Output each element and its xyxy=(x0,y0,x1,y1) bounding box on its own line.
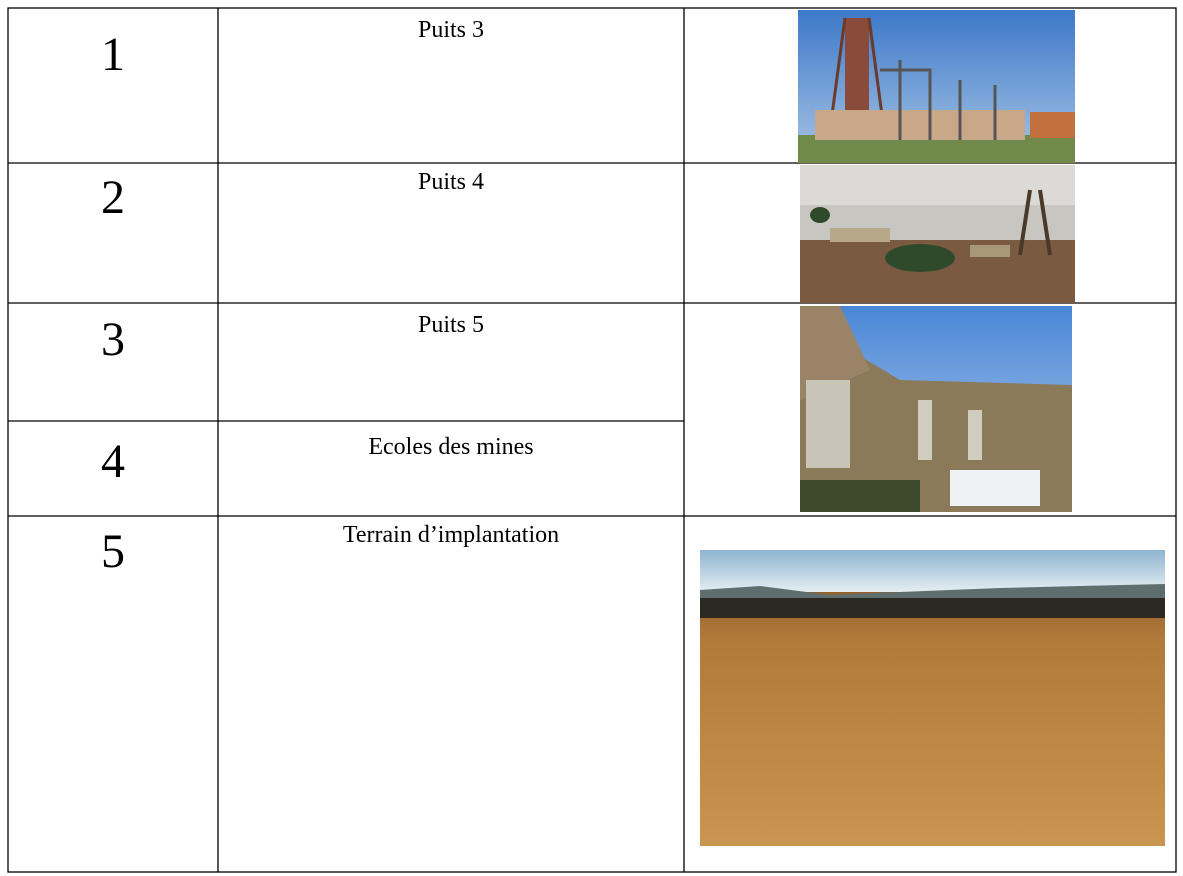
row-label: Puits 3 xyxy=(418,17,484,43)
row-label: Puits 5 xyxy=(418,312,484,338)
row-number: 5 xyxy=(101,525,125,578)
photo-puits-3 xyxy=(798,10,1075,163)
photo-puits-5 xyxy=(800,306,1072,512)
table-cells: 1 Puits 3 2 Puits 4 3 Puits 5 4 Ecoles des mine… xyxy=(101,17,559,578)
row-label: Terrain d’implantation xyxy=(343,522,559,548)
row-number: 3 xyxy=(101,313,125,366)
row-label: Ecoles des mines xyxy=(368,434,533,460)
row-label: Puits 4 xyxy=(418,169,484,195)
row-number: 4 xyxy=(101,435,125,488)
photo-puits-4 xyxy=(800,165,1075,303)
row-number: 1 xyxy=(101,28,125,81)
row-number: 2 xyxy=(101,171,125,224)
photo-terrain xyxy=(700,550,1165,846)
